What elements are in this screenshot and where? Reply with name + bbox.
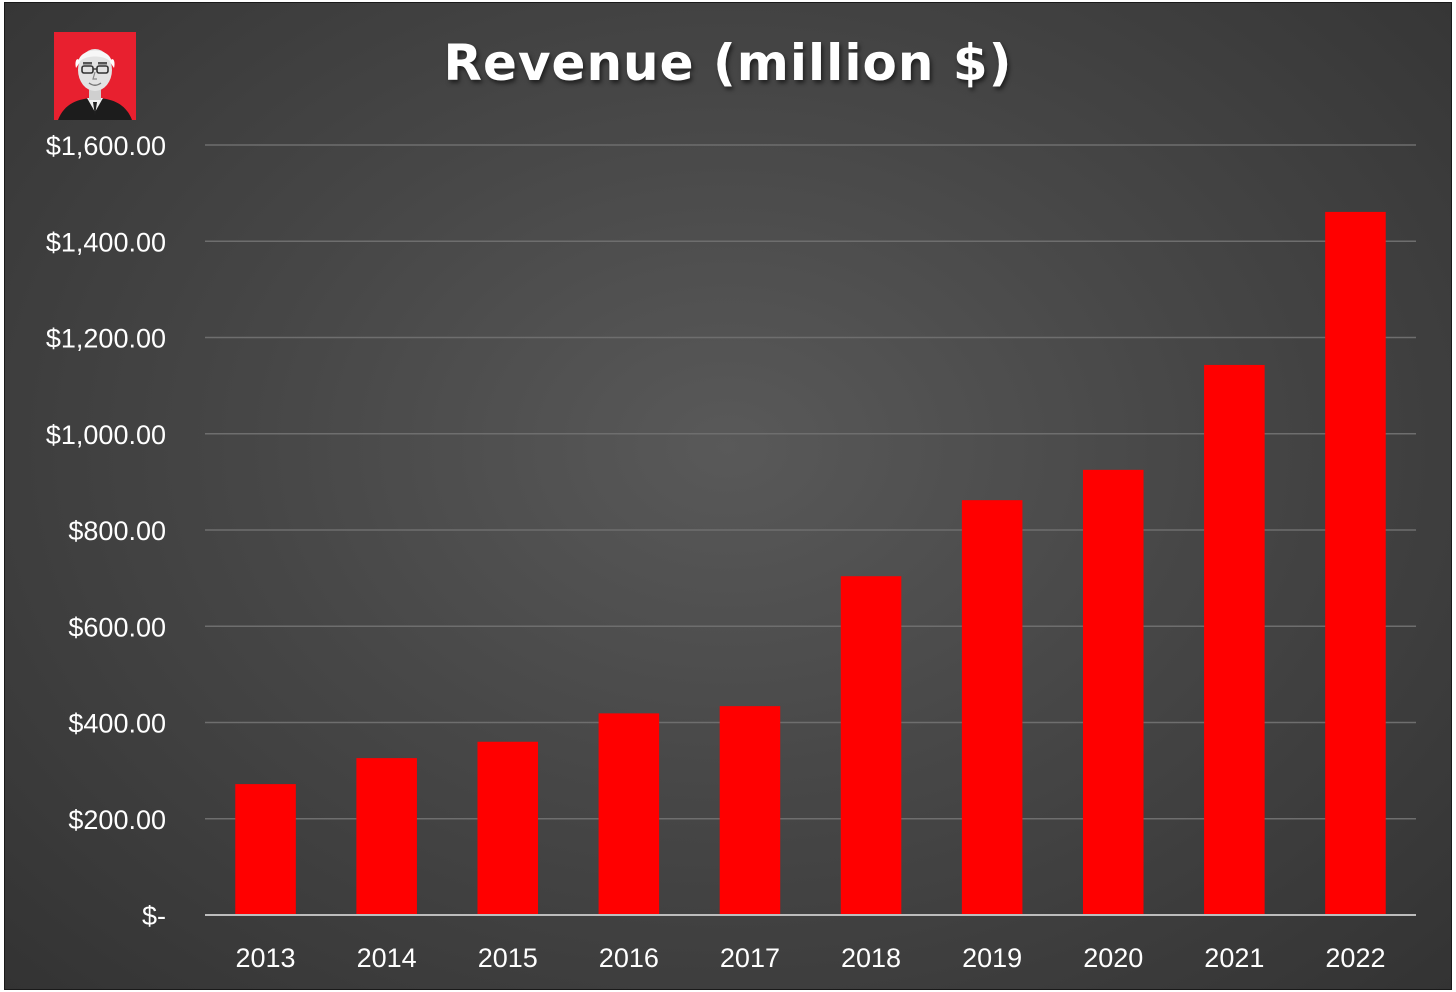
x-tick-label: 2013 <box>236 943 296 973</box>
x-tick-label: 2022 <box>1325 943 1385 973</box>
bar-2019 <box>961 500 1023 915</box>
bars <box>235 211 1386 916</box>
bar-2014 <box>356 758 417 915</box>
portrait-logo <box>54 32 136 120</box>
x-tick-label: 2021 <box>1204 943 1264 973</box>
y-tick-label: $- <box>142 901 166 931</box>
y-tick-label: $200.00 <box>68 805 166 835</box>
bar-2013 <box>235 784 296 915</box>
y-tick-labels: $- $200.00 $400.00 $600.00 $800.00 $1,000.00 $… <box>46 131 166 931</box>
y-tick-label: $600.00 <box>68 612 166 642</box>
bar-2017 <box>719 706 781 915</box>
bar-2021 <box>1204 364 1265 915</box>
bar-2020 <box>1082 469 1144 915</box>
y-tick-label: $1,400.00 <box>46 227 166 257</box>
x-tick-label: 2016 <box>599 943 659 973</box>
bar-2015 <box>477 741 539 915</box>
x-tick-label: 2014 <box>357 943 417 973</box>
y-tick-label: $400.00 <box>68 709 166 739</box>
x-tick-label: 2020 <box>1083 943 1143 973</box>
x-tick-labels: 2013 2014 2015 2016 2017 2018 2019 2020 2021 2022 <box>236 943 1386 973</box>
x-tick-label: 2015 <box>478 943 538 973</box>
y-tick-label: $1,000.00 <box>46 420 166 450</box>
bar-2018 <box>840 576 902 915</box>
y-tick-label: $1,600.00 <box>46 131 166 161</box>
portrait-icon <box>54 32 136 120</box>
x-tick-label: 2019 <box>962 943 1022 973</box>
bar-2016 <box>598 713 660 915</box>
bar-2022 <box>1325 211 1386 916</box>
x-tick-label: 2018 <box>841 943 901 973</box>
chart-title: Revenue (million $) <box>443 34 1013 92</box>
x-tick-label: 2017 <box>720 943 780 973</box>
y-tick-label: $1,200.00 <box>46 324 166 354</box>
y-tick-label: $800.00 <box>68 516 166 546</box>
